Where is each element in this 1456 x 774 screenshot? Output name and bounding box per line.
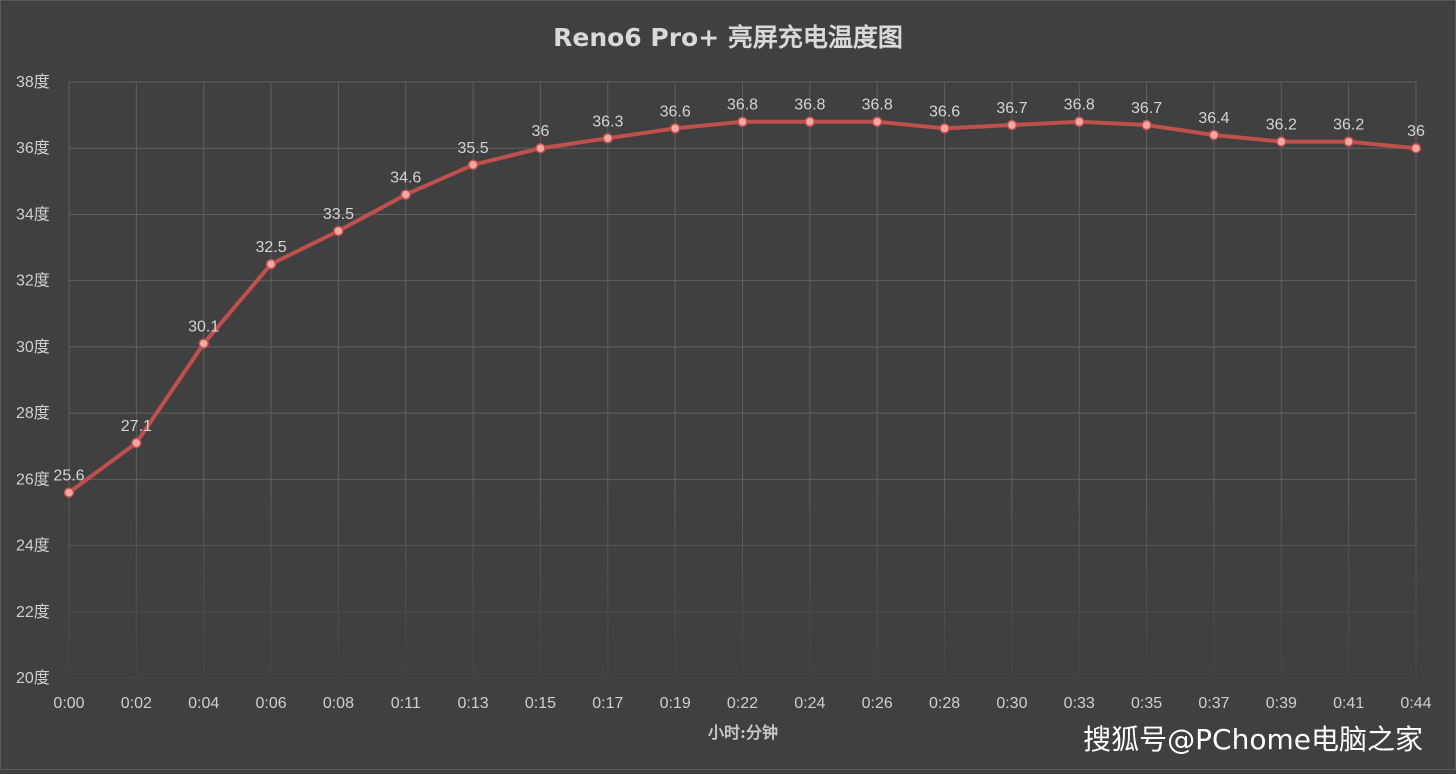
data-point <box>1343 136 1354 147</box>
data-label: 32.5 <box>255 239 286 256</box>
x-tick-label: 0:04 <box>188 695 219 712</box>
data-label: 36.8 <box>727 97 758 114</box>
data-label: 36.4 <box>1198 110 1229 127</box>
data-point <box>1410 142 1422 154</box>
data-point <box>871 116 883 127</box>
data-label: 25.6 <box>53 468 84 485</box>
data-label: 36.7 <box>1131 100 1162 117</box>
x-tick-label: 0:19 <box>660 695 691 712</box>
y-tick-label: 20度 <box>16 669 50 687</box>
y-axis-ticks: 20度 22度 24度 26度 28度 30度 32度 34度 36度 38度 <box>16 73 50 687</box>
watermark: 搜狐号@PChome电脑之家 <box>1083 723 1423 756</box>
data-point <box>535 142 546 154</box>
x-tick-label: 0:44 <box>1400 695 1431 712</box>
y-tick-label: 26度 <box>16 470 50 488</box>
x-tick-label: 0:11 <box>391 695 421 712</box>
data-point <box>400 189 411 200</box>
data-label: 36.8 <box>794 97 825 114</box>
data-label: 27.1 <box>121 418 152 435</box>
x-axis-ticks: 0:00 0:02 0:04 0:06 0:08 0:11 0:13 0:15 0:17 0:19… <box>53 695 1431 712</box>
grid-fade-overlay <box>61 481 1421 681</box>
y-tick-label: 36度 <box>16 139 50 157</box>
data-label: 36 <box>532 123 550 140</box>
data-label: 36.6 <box>929 103 960 120</box>
data-point <box>198 338 209 349</box>
data-point <box>333 225 344 237</box>
series-layer <box>63 116 1422 498</box>
x-tick-label: 0:30 <box>996 695 1027 712</box>
data-point <box>131 437 142 449</box>
chart-title: Reno6 Pro+ 亮屏充电温度图 <box>553 23 903 52</box>
x-tick-label: 0:33 <box>1064 695 1095 712</box>
data-point <box>669 123 681 134</box>
y-tick-label: 34度 <box>16 205 50 223</box>
data-label: 35.5 <box>458 140 489 157</box>
x-tick-label: 0:37 <box>1198 695 1229 712</box>
data-point <box>63 487 75 498</box>
x-axis-title: 小时:分钟 <box>708 723 778 742</box>
data-point <box>1074 116 1085 127</box>
y-tick-label: 28度 <box>16 404 50 422</box>
data-label: 36.8 <box>1064 97 1095 114</box>
data-labels: 25.6 27.1 30.1 32.5 33.5 34.6 35.5 36 36.3 36.6 36… <box>53 97 1425 485</box>
x-tick-label: 0:06 <box>255 695 286 712</box>
x-tick-label: 0:13 <box>458 695 489 712</box>
data-point <box>1141 119 1152 131</box>
data-point <box>265 258 277 270</box>
x-tick-label: 0:17 <box>592 695 623 712</box>
data-label: 36.2 <box>1333 117 1364 134</box>
data-point <box>1276 136 1287 147</box>
x-tick-label: 0:28 <box>929 695 960 712</box>
data-label: 30.1 <box>188 319 219 336</box>
data-point <box>1006 119 1018 131</box>
data-point <box>602 133 614 144</box>
x-tick-label: 0:08 <box>323 695 354 712</box>
x-tick-label: 0:35 <box>1131 695 1162 712</box>
data-label: 36.8 <box>862 97 893 114</box>
x-tick-label: 0:22 <box>727 695 758 712</box>
x-tick-label: 0:39 <box>1266 695 1297 712</box>
x-tick-label: 0:41 <box>1333 695 1364 712</box>
data-point <box>467 159 479 171</box>
x-tick-label: 0:15 <box>525 695 556 712</box>
y-tick-label: 24度 <box>16 537 50 555</box>
data-label: 36.7 <box>996 100 1027 117</box>
y-tick-label: 22度 <box>16 603 50 621</box>
x-tick-label: 0:26 <box>862 695 893 712</box>
data-label: 33.5 <box>323 206 354 223</box>
y-tick-label: 30度 <box>16 338 50 356</box>
data-point <box>737 116 748 127</box>
x-tick-label: 0:02 <box>121 695 152 712</box>
x-tick-label: 0:00 <box>53 695 84 712</box>
data-label: 36.3 <box>592 113 623 130</box>
data-label: 36 <box>1407 123 1425 140</box>
x-tick-label: 0:24 <box>794 695 825 712</box>
data-label: 36.6 <box>660 103 691 120</box>
data-point <box>804 116 816 127</box>
y-tick-label: 38度 <box>16 73 50 91</box>
data-label: 36.2 <box>1266 117 1297 134</box>
y-tick-label: 32度 <box>16 272 50 290</box>
data-label: 34.6 <box>390 170 421 187</box>
data-point <box>939 123 950 134</box>
data-point <box>1208 129 1220 141</box>
